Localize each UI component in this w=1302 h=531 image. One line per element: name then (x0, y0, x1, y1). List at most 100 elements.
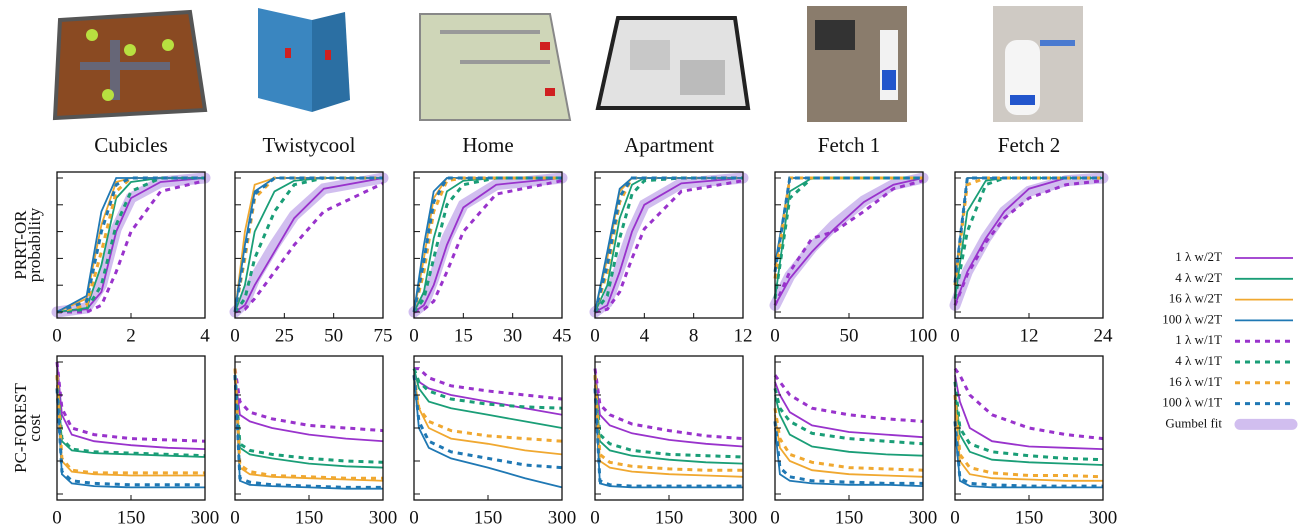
series-line (774, 394, 924, 457)
series-line (773, 176, 923, 273)
series-line (594, 368, 744, 448)
series-line (414, 367, 563, 401)
x-tick-label: 2 (126, 325, 136, 346)
plot-frame (594, 171, 744, 319)
series-line (56, 177, 206, 313)
x-tick-label: 0 (950, 507, 960, 528)
environment-image (807, 6, 907, 122)
x-tick-label: 0 (52, 507, 62, 528)
plot-frame (234, 171, 384, 319)
series-line (594, 375, 744, 465)
series-line (594, 375, 744, 478)
x-tick-label: 30 (503, 325, 522, 346)
environment-image (595, 16, 751, 110)
series-line (593, 388, 743, 488)
x-tick-label: 8 (689, 325, 699, 346)
column-title: Home (462, 133, 513, 157)
x-tick-label: 100 (909, 325, 938, 346)
x-tick-label: 300 (369, 507, 398, 528)
row-label: probability (25, 207, 44, 282)
legend-label: 100 λ w/2T (1162, 311, 1222, 326)
series-line (56, 388, 205, 489)
x-tick-label: 300 (191, 507, 220, 528)
row-label: PC-FOREST (11, 383, 30, 473)
series-line (234, 177, 384, 313)
x-tick-label: 12 (734, 325, 753, 346)
series-line (234, 375, 384, 443)
series-line (234, 375, 383, 490)
x-tick-label: 300 (1089, 507, 1118, 528)
series-line (593, 176, 743, 313)
series-line (773, 421, 923, 485)
series-line (412, 176, 562, 313)
series-line (55, 375, 206, 458)
series-line (55, 361, 206, 443)
series-line (412, 176, 562, 313)
x-tick-label: 15 (454, 325, 473, 346)
x-tick-label: 0 (950, 325, 960, 346)
series-line (233, 368, 384, 433)
series-line (233, 176, 383, 313)
x-tick-label: 50 (840, 325, 859, 346)
series-line (55, 388, 205, 487)
legend-label: 16 λ w/2T (1169, 291, 1222, 306)
series-line (413, 368, 563, 429)
series-line (412, 176, 562, 313)
series-line (954, 375, 1104, 450)
x-tick-label: 0 (230, 325, 240, 346)
series-line (953, 381, 1104, 462)
series-line (593, 375, 744, 459)
series-line (55, 375, 205, 475)
series-line (233, 375, 383, 489)
series-line (56, 176, 205, 314)
series-line (953, 367, 1104, 441)
series-line (233, 368, 383, 480)
series-line (773, 179, 924, 306)
series-line (56, 176, 205, 314)
series-line (593, 176, 743, 313)
x-tick-label: 150 (117, 507, 146, 528)
series-line (773, 388, 924, 446)
legend-label: 100 λ w/1T (1162, 395, 1222, 410)
series-line (774, 177, 923, 299)
x-tick-label: 0 (52, 325, 62, 346)
x-tick-label: 150 (474, 507, 503, 528)
x-tick-label: 0 (409, 325, 419, 346)
series-line (56, 375, 205, 477)
plot-frame (413, 355, 563, 501)
x-tick-label: 4 (640, 325, 650, 346)
series-line (954, 388, 1104, 466)
plot-frame (774, 355, 924, 501)
x-tick-label: 0 (770, 507, 780, 528)
x-tick-label: 150 (835, 507, 864, 528)
x-tick-label: 4 (200, 325, 210, 346)
x-tick-label: 75 (374, 325, 393, 346)
x-tick-label: 300 (909, 507, 938, 528)
x-tick-label: 300 (729, 507, 758, 528)
environment-image (419, 13, 572, 121)
column-title: Apartment (624, 133, 714, 157)
column-title: Fetch 1 (818, 133, 880, 157)
series-line (593, 368, 744, 441)
series-line (953, 179, 1104, 306)
x-tick-label: 45 (553, 325, 572, 346)
x-tick-label: 0 (409, 507, 419, 528)
series-line (57, 179, 206, 314)
column-title: Fetch 2 (998, 133, 1060, 157)
series-line (56, 177, 205, 313)
x-tick-label: 0 (590, 325, 600, 346)
row-label: PRRT-OR (11, 210, 30, 280)
series-line (234, 182, 384, 314)
series-line (953, 421, 1103, 488)
series-line (593, 375, 743, 472)
series-line (593, 176, 743, 313)
series-line (774, 414, 924, 478)
environment-image (258, 8, 350, 112)
x-tick-label: 24 (1094, 325, 1114, 346)
series-line (953, 394, 1104, 479)
series-line (413, 179, 563, 314)
series-line (594, 177, 744, 313)
series-line (412, 375, 563, 470)
series-line (774, 381, 924, 439)
